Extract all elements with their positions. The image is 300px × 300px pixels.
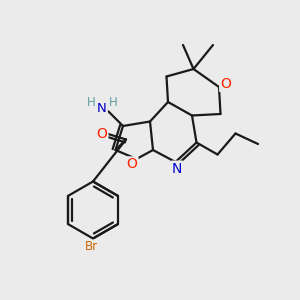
Text: Br: Br [85,240,98,254]
Text: O: O [220,77,231,91]
Text: H: H [86,96,95,110]
Text: H: H [109,96,118,110]
Text: O: O [97,127,107,140]
Text: N: N [97,101,107,115]
Text: O: O [127,158,137,171]
Text: N: N [172,162,182,176]
